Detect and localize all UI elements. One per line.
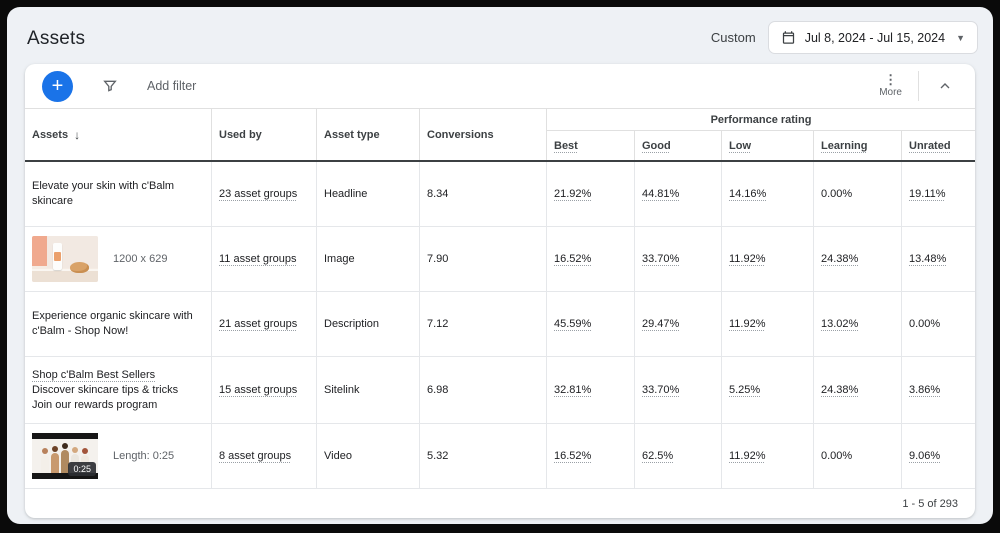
- asset-type-cell: Image: [317, 227, 420, 291]
- plus-icon: +: [51, 74, 64, 97]
- rating-good-cell: 33.70%: [635, 357, 722, 423]
- pagination-label: 1 - 5 of 293: [902, 498, 958, 510]
- column-header-assets[interactable]: Assets ↓: [25, 109, 212, 160]
- page-title: Assets: [27, 28, 86, 49]
- rating-low-cell: 11.92%: [722, 227, 814, 291]
- column-header-good[interactable]: Good: [635, 131, 722, 160]
- rating-good-cell: 33.70%: [635, 227, 722, 291]
- rating-low-cell: 11.92%: [722, 292, 814, 356]
- asset-video-cell: 0:25 Length: 0:25: [25, 424, 212, 488]
- sitelink-link[interactable]: Shop c'Balm Best Sellers: [32, 368, 156, 381]
- table-footer: 1 - 5 of 293: [25, 489, 975, 518]
- asset-type-cell: Description: [317, 292, 420, 356]
- column-header-unrated[interactable]: Unrated: [909, 139, 951, 152]
- asset-type-cell: Headline: [317, 162, 420, 226]
- add-button[interactable]: +: [42, 70, 73, 102]
- column-header-low[interactable]: Low: [722, 131, 814, 160]
- assets-card: + Add filter ⋮ More: [25, 64, 975, 518]
- rating-unrated-cell: 0.00%: [909, 318, 941, 330]
- calendar-icon: [781, 30, 796, 45]
- app-screen: Assets Custom Jul 8, 2024 - Jul 15, 2024…: [7, 7, 993, 524]
- used-by-link[interactable]: 23 asset groups: [219, 188, 298, 200]
- asset-type-cell: Sitelink: [317, 357, 420, 423]
- used-by-link[interactable]: 11 asset groups: [219, 253, 297, 265]
- video-duration-badge: 0:25: [68, 462, 96, 476]
- rating-learning-cell: 13.02%: [814, 292, 902, 356]
- rating-learning-cell: 0.00%: [814, 424, 902, 488]
- video-thumbnail[interactable]: 0:25: [32, 433, 98, 479]
- column-header-conversions[interactable]: Conversions: [420, 109, 547, 160]
- table-row: 0:25 Length: 0:25 8 asset groups Video 5…: [25, 424, 975, 489]
- date-range-button[interactable]: Jul 8, 2024 - Jul 15, 2024 ▼: [767, 21, 978, 54]
- filter-funnel-icon: [102, 78, 118, 94]
- date-preset-label: Custom: [710, 30, 756, 45]
- add-filter-label[interactable]: Add filter: [147, 79, 197, 93]
- table-row: Experience organic skincare with c'Balm …: [25, 292, 975, 357]
- conversions-cell: 7.12: [420, 292, 547, 356]
- rating-unrated-cell: 13.48%: [909, 253, 947, 265]
- column-header-best[interactable]: Best: [547, 131, 635, 160]
- conversions-cell: 7.90: [420, 227, 547, 291]
- more-label: More: [879, 87, 902, 98]
- rating-low-cell: 5.25%: [722, 357, 814, 423]
- table-toolbar: + Add filter ⋮ More: [25, 64, 975, 108]
- rating-low-cell: 14.16%: [722, 162, 814, 226]
- performance-rating-group-header: Performance rating: [547, 109, 975, 131]
- toolbar-divider: [918, 71, 919, 101]
- asset-sitelink-cell: Shop c'Balm Best Sellers Discover skinca…: [25, 357, 212, 423]
- conversions-cell: 5.32: [420, 424, 547, 488]
- date-range-area: Custom Jul 8, 2024 - Jul 15, 2024 ▼: [711, 21, 978, 54]
- rating-good-cell: 62.5%: [635, 424, 722, 488]
- image-dimensions: 1200 x 629: [113, 253, 168, 265]
- table-row: Shop c'Balm Best Sellers Discover skinca…: [25, 357, 975, 424]
- rating-learning-cell: 24.38%: [814, 227, 902, 291]
- column-header-learning[interactable]: Learning: [814, 131, 902, 160]
- rating-unrated-cell: 3.86%: [909, 384, 941, 396]
- toolbar-right: ⋮ More: [879, 71, 975, 101]
- rating-learning-cell: 24.38%: [814, 357, 902, 423]
- used-by-cell: 11 asset groups: [212, 227, 317, 291]
- image-thumbnail[interactable]: [32, 236, 98, 282]
- filter-icon-button[interactable]: [100, 76, 120, 96]
- video-length-label: Length: 0:25: [113, 450, 175, 462]
- rating-best-cell: 16.52%: [547, 227, 635, 291]
- rating-low-cell: 11.92%: [722, 424, 814, 488]
- asset-type-cell: Video: [317, 424, 420, 488]
- table-row: Elevate your skin with c'Balm skincare 2…: [25, 162, 975, 227]
- chevron-up-icon: [937, 78, 953, 94]
- used-by-link[interactable]: 15 asset groups: [219, 384, 298, 396]
- used-by-cell: 23 asset groups: [212, 162, 317, 226]
- asset-text: Experience organic skincare with c'Balm …: [25, 292, 212, 356]
- rating-best-cell: 21.92%: [547, 162, 635, 226]
- chevron-down-icon: ▼: [956, 32, 965, 43]
- rating-unrated-cell: 19.11%: [909, 188, 946, 200]
- table-header: Assets ↓ Used by Asset type Conversions …: [25, 108, 975, 162]
- conversions-cell: 8.34: [420, 162, 547, 226]
- rating-good-cell: 44.81%: [635, 162, 722, 226]
- column-header-used-by[interactable]: Used by: [212, 109, 317, 160]
- rating-best-cell: 16.52%: [547, 424, 635, 488]
- used-by-link[interactable]: 21 asset groups: [219, 318, 298, 330]
- table-row: 1200 x 629 11 asset groups Image 7.90 16…: [25, 227, 975, 292]
- rating-best-cell: 32.81%: [547, 357, 635, 423]
- conversions-cell: 6.98: [420, 357, 547, 423]
- sort-descending-icon: ↓: [74, 127, 81, 142]
- more-button[interactable]: ⋮ More: [879, 72, 902, 98]
- kebab-icon: ⋮: [884, 72, 898, 87]
- used-by-cell: 21 asset groups: [212, 292, 317, 356]
- rating-good-cell: 29.47%: [635, 292, 722, 356]
- collapse-table-button[interactable]: [935, 76, 955, 96]
- rating-best-cell: 45.59%: [547, 292, 635, 356]
- asset-image-cell: 1200 x 629: [25, 227, 212, 291]
- used-by-cell: 8 asset groups: [212, 424, 317, 488]
- asset-text: Elevate your skin with c'Balm skincare: [25, 162, 212, 226]
- used-by-cell: 15 asset groups: [212, 357, 317, 423]
- rating-learning-cell: 0.00%: [814, 162, 902, 226]
- rating-unrated-cell: 9.06%: [909, 450, 941, 462]
- used-by-link[interactable]: 8 asset groups: [219, 450, 292, 462]
- column-header-asset-type[interactable]: Asset type: [317, 109, 420, 160]
- date-range-value: Jul 8, 2024 - Jul 15, 2024: [804, 30, 946, 45]
